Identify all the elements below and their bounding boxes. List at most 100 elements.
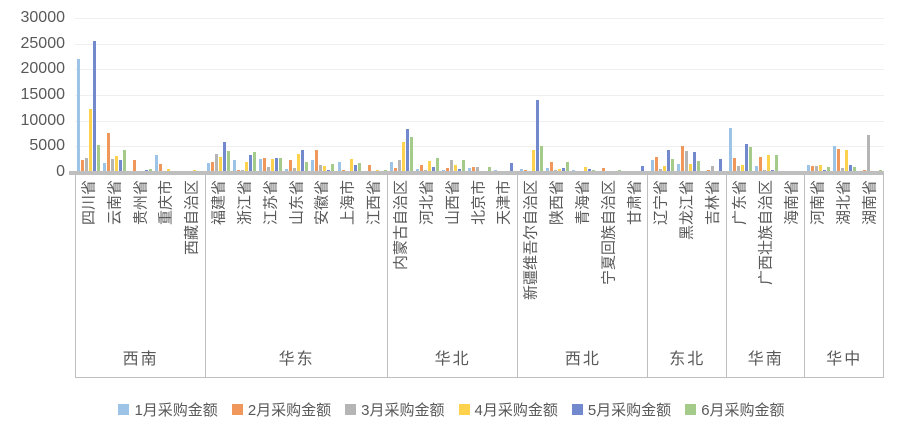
province-cell-山西省: 山西省 — [440, 175, 466, 345]
bar-北京市-3月采购金额 — [475, 167, 479, 172]
bar-云南省-4月采购金额 — [114, 156, 118, 172]
gridline — [75, 95, 884, 96]
bar-广东省-2月采购金额 — [732, 158, 736, 172]
province-cell-河南省: 河南省 — [805, 175, 831, 345]
region-bars-华中 — [806, 18, 884, 172]
bar-cluster-黑龙江省 — [675, 18, 701, 172]
bar-甘肃省-5月采购金额 — [640, 166, 644, 172]
y-axis-tick-label: 30000 — [20, 9, 66, 26]
bar-福建省-2月采购金额 — [211, 162, 215, 172]
bar-内蒙古自治区-2月采购金额 — [393, 168, 397, 172]
bar-cluster-福建省 — [205, 18, 231, 172]
province-label: 江苏省 — [262, 180, 280, 226]
bar-福建省-4月采购金额 — [219, 157, 223, 172]
bar-广西壮族自治区-2月采购金额 — [759, 157, 763, 172]
province-label: 天津市 — [495, 180, 513, 226]
bar-北京市-2月采购金额 — [471, 167, 475, 172]
bar-吉林省-5月采购金额 — [718, 159, 722, 172]
province-cell-上海市: 上海市 — [335, 175, 361, 345]
bar-上海市-6月采购金额 — [357, 163, 361, 172]
province-cell-广东省: 广东省 — [727, 175, 753, 345]
province-cell-宁夏回族自治区: 宁夏回族自治区 — [596, 175, 622, 345]
province-label: 西藏自治区 — [183, 180, 201, 256]
bar-cluster-湖北省 — [832, 18, 858, 172]
x-axis-line — [69, 171, 884, 175]
bar-广东省-4月采购金额 — [740, 165, 744, 172]
bar-辽宁省-1月采购金额 — [650, 160, 654, 172]
bar-辽宁省-5月采购金额 — [666, 150, 670, 172]
bar-黑龙江省-6月采购金额 — [696, 161, 700, 172]
bar-四川省-2月采购金额 — [80, 160, 84, 172]
region-box-华中: 河南省 湖北省 湖南省 华中 — [805, 175, 884, 377]
bar-上海市-1月采购金额 — [337, 162, 341, 172]
region-label: 东北 — [669, 351, 706, 368]
bar-广东省-6月采购金额 — [748, 147, 752, 172]
bar-cluster-吉林省 — [701, 18, 727, 172]
legend-item-6月采购金额: 6月采购金额 — [685, 399, 785, 420]
bar-新疆维吾尔自治区-1月采购金额 — [520, 169, 524, 172]
bar-cluster-重庆市 — [153, 18, 179, 172]
province-cell-内蒙古自治区: 内蒙古自治区 — [388, 175, 414, 345]
bar-四川省-5月采购金额 — [92, 41, 96, 172]
bar-江苏省-6月采购金额 — [279, 158, 283, 172]
legend-item-3月采购金额: 3月采购金额 — [345, 399, 445, 420]
legend-item-2月采购金额: 2月采购金额 — [231, 399, 331, 420]
province-label: 北京市 — [470, 180, 488, 226]
province-cell-陕西省: 陕西省 — [544, 175, 570, 345]
province-label: 山东省 — [288, 180, 306, 226]
bar-云南省-3月采购金额 — [110, 159, 114, 172]
bar-陕西省-1月采购金额 — [546, 168, 550, 172]
bar-北京市-1月采购金额 — [467, 168, 471, 172]
bar-山西省-3月采购金额 — [449, 160, 453, 172]
bar-cluster-浙江省 — [232, 18, 258, 172]
legend: 1月采购金额 2月采购金额 3月采购金额 4月采购金额 5月采购金额 6月采购金额 — [0, 399, 903, 420]
province-cell-黑龙江省: 黑龙江省 — [674, 175, 700, 345]
province-label: 山西省 — [444, 180, 462, 226]
bar-宁夏回族自治区-2月采购金额 — [602, 168, 606, 172]
bar-辽宁省-6月采购金额 — [670, 159, 674, 172]
bar-cluster-安徽省 — [310, 18, 336, 172]
legend-swatch-icon — [118, 404, 130, 415]
bar-湖北省-3月采购金额 — [841, 168, 845, 172]
bar-内蒙古自治区-6月采购金额 — [409, 137, 413, 172]
bar-cluster-内蒙古自治区 — [388, 18, 414, 172]
bar-重庆市-1月采购金额 — [154, 155, 158, 172]
bar-云南省-6月采购金额 — [122, 150, 126, 172]
region-box-华南: 广东省 广西壮族自治区 海南省 华南 — [727, 175, 806, 377]
province-cell-天津市: 天津市 — [491, 175, 517, 345]
bar-重庆市-2月采购金额 — [158, 164, 162, 172]
legend-label: 5月采购金额 — [587, 402, 672, 419]
y-axis-tick-label: 15000 — [20, 86, 66, 103]
bar-河北省-6月采购金额 — [435, 158, 439, 172]
bar-内蒙古自治区-3月采购金额 — [397, 160, 401, 172]
province-cell-西藏自治区: 西藏自治区 — [179, 175, 205, 345]
bar-山东省-2月采购金额 — [289, 160, 293, 172]
bar-cluster-天津市 — [493, 18, 519, 172]
legend-swatch-icon — [458, 404, 470, 415]
bar-陕西省-4月采购金额 — [558, 169, 562, 172]
province-label: 河北省 — [418, 180, 436, 226]
bar-cluster-贵州省 — [127, 18, 153, 172]
bar-山西省-6月采购金额 — [461, 160, 465, 172]
bar-cluster-海南省 — [780, 18, 806, 172]
bar-黑龙江省-3月采购金额 — [684, 151, 688, 172]
region-bars-华东 — [205, 18, 388, 172]
bar-cluster-青海省 — [571, 18, 597, 172]
region-label: 华南 — [747, 351, 784, 368]
bar-上海市-4月采购金额 — [349, 159, 353, 172]
province-label: 广东省 — [731, 180, 749, 226]
bar-山东省-1月采购金额 — [285, 169, 289, 172]
bar-云南省-2月采购金额 — [106, 133, 110, 172]
bar-陕西省-2月采购金额 — [550, 162, 554, 172]
bar-安徽省-1月采购金额 — [311, 160, 315, 172]
bar-cluster-湖南省 — [858, 18, 884, 172]
region-label: 西北 — [564, 351, 601, 368]
bar-山西省-5月采购金额 — [457, 169, 461, 172]
bar-江苏省-5月采购金额 — [275, 158, 279, 172]
bar-四川省-4月采购金额 — [88, 109, 92, 172]
region-bars-西南 — [75, 18, 205, 172]
bar-福建省-1月采购金额 — [207, 163, 211, 172]
province-label: 贵州省 — [132, 180, 150, 226]
y-axis-tick-label: 0 — [56, 163, 65, 180]
bar-新疆维吾尔自治区-4月采购金额 — [532, 150, 536, 172]
